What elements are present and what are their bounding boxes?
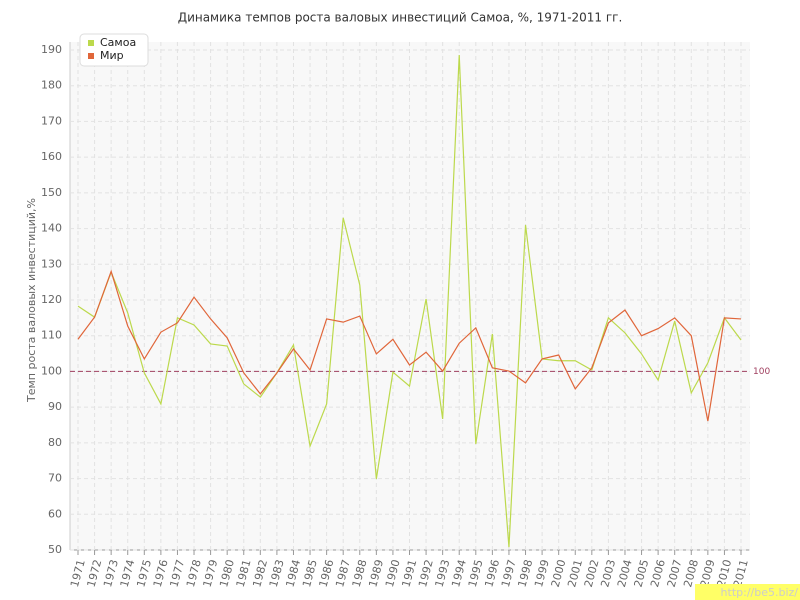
y-tick-label: 120 bbox=[41, 293, 62, 306]
y-tick-label: 100 bbox=[41, 364, 62, 377]
y-tick-label: 190 bbox=[41, 43, 62, 56]
watermark: http://be5.biz/ bbox=[721, 586, 799, 599]
y-tick-label: 170 bbox=[41, 114, 62, 127]
y-tick-label: 90 bbox=[48, 400, 62, 413]
legend-swatch bbox=[88, 53, 94, 59]
y-tick-label: 70 bbox=[48, 472, 62, 485]
y-tick-label: 130 bbox=[41, 257, 62, 270]
y-tick-label: 50 bbox=[48, 543, 62, 556]
y-tick-label: 160 bbox=[41, 150, 62, 163]
legend-label: Мир bbox=[100, 49, 124, 62]
series-line bbox=[77, 269, 742, 422]
watermark-bg bbox=[695, 584, 800, 600]
legend bbox=[79, 33, 149, 67]
y-tick-label: 140 bbox=[41, 222, 62, 235]
legend-label: Самоа bbox=[100, 36, 136, 49]
reference-label: 100 bbox=[753, 367, 770, 377]
y-tick-label: 180 bbox=[41, 79, 62, 92]
legend-swatch bbox=[88, 40, 94, 46]
chart-title: Динамика темпов роста валовых инвестиций… bbox=[178, 11, 623, 25]
y-tick-label: 150 bbox=[41, 186, 62, 199]
y-tick-label: 60 bbox=[48, 507, 62, 520]
y-tick-label: 80 bbox=[48, 436, 62, 449]
y-axis-title: Темп роста валовых инвестиций,% bbox=[25, 198, 38, 403]
series-line bbox=[77, 54, 742, 548]
y-tick-label: 110 bbox=[41, 329, 62, 342]
